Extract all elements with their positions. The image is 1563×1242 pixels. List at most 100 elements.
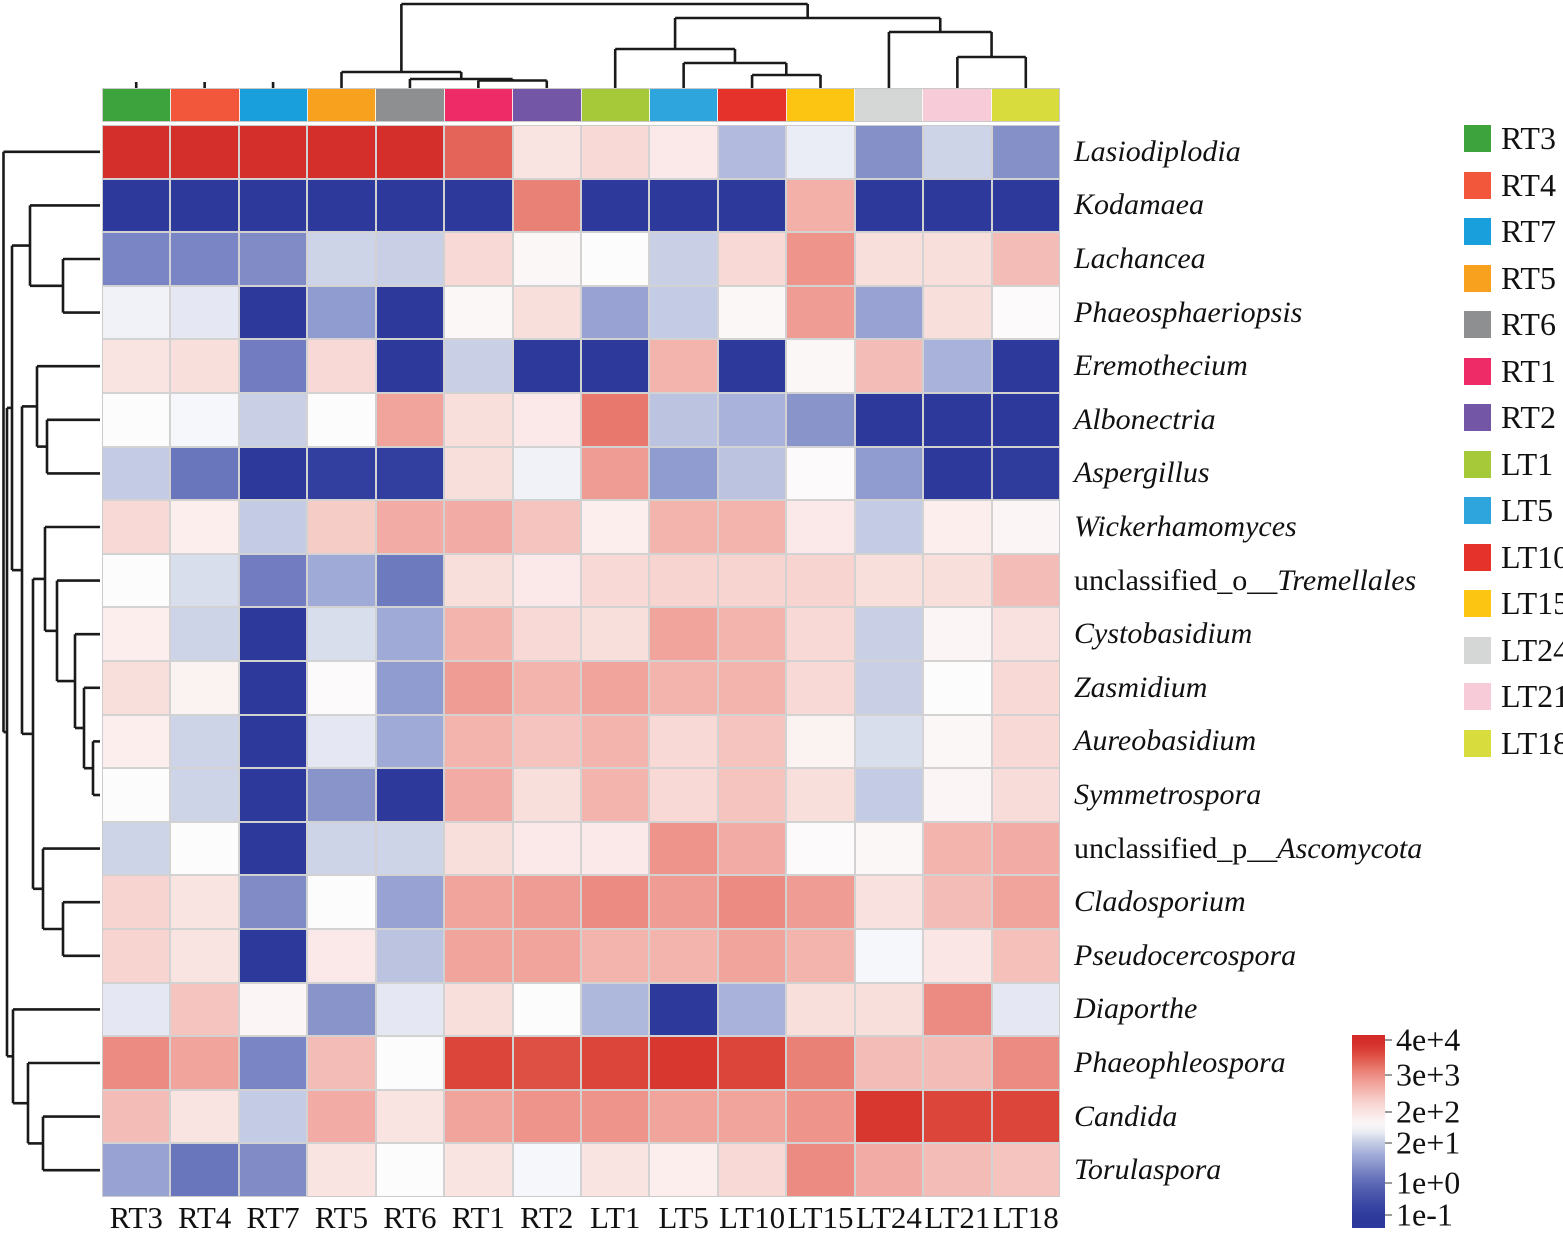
heatmap-cell bbox=[718, 126, 786, 178]
heatmap-cell bbox=[513, 340, 580, 392]
color-scale-tick-mark bbox=[1385, 1182, 1392, 1185]
heatmap-cell bbox=[171, 233, 238, 285]
row-label-genus: Pseudocercospora bbox=[1074, 938, 1297, 972]
heatmap-cell bbox=[239, 929, 307, 982]
heatmap-cell bbox=[239, 393, 307, 446]
heatmap-cell bbox=[718, 501, 786, 553]
heatmap-cell bbox=[992, 822, 1059, 875]
heatmap-cell bbox=[582, 393, 649, 446]
legend-swatch-RT5 bbox=[1464, 264, 1491, 292]
heatmap-cell bbox=[376, 1090, 444, 1143]
heatmap-cell bbox=[992, 929, 1059, 982]
legend-label-LT24: LT24 bbox=[1501, 631, 1563, 668]
heatmap-cell bbox=[924, 233, 991, 285]
heatmap-cell bbox=[787, 340, 854, 392]
color-scale-tick-mark bbox=[1385, 1038, 1392, 1041]
legend-swatch-RT4 bbox=[1464, 171, 1491, 199]
legend-label-LT5: LT5 bbox=[1501, 492, 1554, 528]
row-label-genus: Cladosporium bbox=[1074, 885, 1246, 919]
heatmap-cell bbox=[239, 447, 307, 500]
legend-label-RT1: RT1 bbox=[1501, 352, 1556, 389]
row-label-Aureobasidium: Aureobasidium bbox=[1074, 724, 1256, 758]
legend-swatch-RT1 bbox=[1464, 357, 1491, 385]
heatmap-cell bbox=[924, 608, 991, 660]
heatmap-cell bbox=[582, 447, 649, 500]
heatmap-cell bbox=[718, 447, 786, 500]
heatmap-cell bbox=[239, 179, 307, 232]
heatmap-cell bbox=[103, 1037, 170, 1089]
row-label-prefix: unclassified_p__ bbox=[1074, 831, 1278, 865]
heatmap-cell bbox=[650, 233, 717, 285]
heatmap-cell bbox=[924, 126, 991, 178]
heatmap-cell bbox=[513, 715, 580, 768]
heatmap-cell bbox=[924, 393, 991, 446]
color-scale-tick-4e+4: 4e+4 bbox=[1396, 1021, 1461, 1058]
row-label-genus: Torulaspora bbox=[1074, 1153, 1222, 1187]
row-label-Kodamaea: Kodamaea bbox=[1074, 188, 1204, 222]
heatmap-cell bbox=[992, 769, 1059, 821]
legend-swatch-LT1 bbox=[1464, 450, 1491, 478]
heatmap-cell bbox=[718, 179, 786, 232]
heatmap-cell bbox=[855, 340, 923, 392]
heatmap-cell bbox=[718, 661, 786, 714]
heatmap-cell bbox=[445, 126, 512, 178]
legend-entry-LT5: LT5 bbox=[1464, 492, 1554, 528]
heatmap-cell bbox=[924, 983, 991, 1036]
heatmap-cell bbox=[376, 1037, 444, 1089]
heatmap-cell bbox=[582, 340, 649, 392]
column-annotation-bar bbox=[102, 88, 1060, 122]
heatmap-cell bbox=[513, 554, 580, 607]
heatmap-cell bbox=[787, 822, 854, 875]
heatmap-cell bbox=[171, 501, 238, 553]
heatmap-cell bbox=[650, 179, 717, 232]
heatmap-cell bbox=[239, 608, 307, 660]
heatmap-cell bbox=[376, 608, 444, 660]
legend-swatch-RT6 bbox=[1464, 311, 1491, 338]
heatmap-cell bbox=[308, 822, 375, 875]
row-label-Pseudocercospora: Pseudocercospora bbox=[1074, 939, 1296, 973]
legend-swatch-RT7 bbox=[1464, 218, 1491, 245]
heatmap-cell bbox=[718, 929, 786, 982]
heatmap-cell bbox=[445, 340, 512, 392]
heatmap-cell bbox=[582, 661, 649, 714]
heatmap-cell bbox=[582, 1144, 649, 1196]
annotation-block-RT4 bbox=[171, 89, 240, 121]
heatmap-cell bbox=[513, 929, 580, 982]
heatmap-cell bbox=[376, 286, 444, 339]
row-label-genus: Lachancea bbox=[1074, 242, 1206, 275]
row-label-Candida: Candida bbox=[1074, 1100, 1177, 1134]
heatmap-cell bbox=[376, 715, 444, 768]
heatmap-cell bbox=[924, 447, 991, 500]
heatmap-cell bbox=[445, 715, 512, 768]
heatmap-cell bbox=[103, 983, 170, 1036]
heatmap-cell bbox=[718, 876, 786, 928]
color-scale-tick-mark bbox=[1385, 1110, 1392, 1113]
heatmap-cell bbox=[513, 608, 580, 660]
heatmap-cell bbox=[787, 179, 854, 232]
legend-entry-LT10: LT10 bbox=[1464, 541, 1563, 573]
heatmap-cell bbox=[171, 769, 238, 821]
heatmap-cell bbox=[171, 179, 238, 232]
heatmap-cell bbox=[855, 501, 923, 553]
heatmap-cell bbox=[308, 393, 375, 446]
row-label-genus: Aureobasidium bbox=[1074, 724, 1257, 758]
heatmap-cell bbox=[855, 554, 923, 607]
heatmap-cell bbox=[855, 929, 923, 982]
heatmap-cell bbox=[718, 233, 786, 285]
color-scale-gradient-bar bbox=[1352, 1035, 1385, 1228]
heatmap-cell bbox=[103, 233, 170, 285]
heatmap-cell bbox=[308, 608, 375, 660]
annotation-block-LT24 bbox=[854, 89, 924, 121]
heatmap-cell bbox=[650, 876, 717, 928]
heatmap-cell bbox=[718, 769, 786, 821]
heatmap-cell bbox=[650, 554, 717, 607]
color-scale-tick-2e+1: 2e+1 bbox=[1396, 1124, 1461, 1161]
legend-swatch-LT21 bbox=[1464, 683, 1491, 710]
heatmap-cell bbox=[582, 1090, 649, 1143]
annotation-block-RT3 bbox=[103, 89, 172, 121]
heatmap-cell bbox=[171, 554, 238, 607]
heatmap-cell bbox=[718, 393, 786, 446]
heatmap-cell bbox=[718, 1037, 786, 1089]
heatmap-cell bbox=[582, 822, 649, 875]
heatmap-cell bbox=[992, 340, 1059, 392]
